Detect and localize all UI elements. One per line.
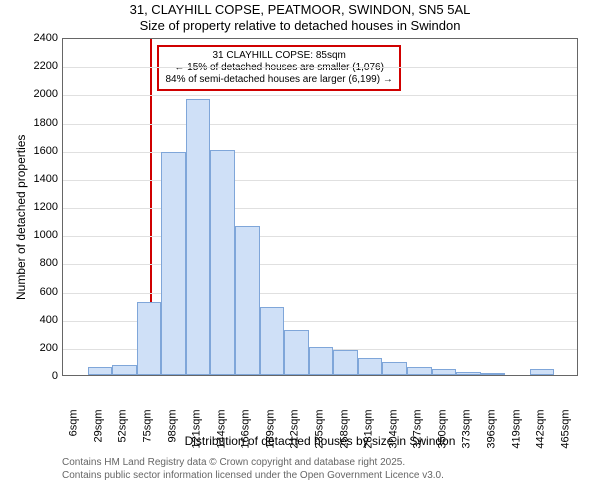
y-tick-label: 1800 (22, 118, 58, 129)
y-gridline (63, 180, 577, 181)
x-tick-label: 327sqm (413, 410, 424, 452)
histogram-bar (112, 365, 137, 375)
x-tick-label: 98sqm (167, 410, 178, 452)
y-tick-label: 1000 (22, 230, 58, 241)
histogram-bar (333, 350, 358, 375)
chart-plot-area: 31 CLAYHILL COPSE: 85sqm ← 15% of detach… (62, 38, 578, 376)
histogram-bar (210, 150, 235, 375)
y-tick-label: 2000 (22, 89, 58, 100)
x-tick-label: 373sqm (462, 410, 473, 452)
y-tick-label: 2400 (22, 33, 58, 44)
y-tick-label: 1400 (22, 174, 58, 185)
x-tick-label: 419sqm (511, 410, 522, 452)
histogram-bar (358, 358, 383, 375)
y-gridline (63, 152, 577, 153)
y-gridline (63, 95, 577, 96)
x-tick-label: 189sqm (265, 410, 276, 452)
histogram-bar (235, 226, 260, 375)
y-gridline (63, 293, 577, 294)
histogram-bar (530, 369, 555, 375)
y-tick-label: 0 (22, 371, 58, 382)
x-tick-label: 442sqm (536, 410, 547, 452)
x-tick-label: 212sqm (290, 410, 301, 452)
chart-container: 31, CLAYHILL COPSE, PEATMOOR, SWINDON, S… (0, 0, 600, 500)
histogram-bar (382, 362, 407, 375)
chart-footer: Contains HM Land Registry data © Crown c… (62, 456, 444, 482)
chart-title-line2: Size of property relative to detached ho… (0, 18, 600, 33)
y-tick-label: 2200 (22, 61, 58, 72)
y-tick-label: 1600 (22, 146, 58, 157)
y-gridline (63, 67, 577, 68)
y-tick-label: 800 (22, 258, 58, 269)
x-tick-label: 235sqm (315, 410, 326, 452)
x-tick-label: 281sqm (364, 410, 375, 452)
y-gridline (63, 124, 577, 125)
annotation-line3: 84% of semi-detached houses are larger (… (165, 74, 392, 86)
histogram-bar (284, 330, 309, 375)
histogram-bar (137, 302, 162, 375)
x-tick-label: 6sqm (69, 410, 80, 452)
x-tick-label: 166sqm (241, 410, 252, 452)
x-tick-label: 29sqm (93, 410, 104, 452)
histogram-bar (88, 367, 113, 375)
y-tick-label: 1200 (22, 202, 58, 213)
footer-line1: Contains HM Land Registry data © Crown c… (62, 456, 444, 469)
x-tick-label: 121sqm (192, 410, 203, 452)
annotation-line1: 31 CLAYHILL COPSE: 85sqm (165, 50, 392, 62)
histogram-bar (161, 152, 186, 375)
histogram-bar (456, 372, 481, 375)
footer-line2: Contains public sector information licen… (62, 469, 444, 482)
x-tick-label: 396sqm (487, 410, 498, 452)
y-axis-label: Number of detached properties (14, 135, 28, 300)
histogram-bar (309, 347, 334, 375)
y-tick-label: 400 (22, 315, 58, 326)
x-tick-label: 304sqm (388, 410, 399, 452)
y-gridline (63, 264, 577, 265)
x-tick-label: 52sqm (118, 410, 129, 452)
y-tick-label: 600 (22, 287, 58, 298)
y-gridline (63, 236, 577, 237)
x-tick-label: 350sqm (437, 410, 448, 452)
y-gridline (63, 208, 577, 209)
histogram-bar (407, 367, 432, 375)
y-tick-label: 200 (22, 343, 58, 354)
x-tick-label: 75sqm (143, 410, 154, 452)
histogram-bar (260, 307, 285, 375)
x-tick-label: 465sqm (560, 410, 571, 452)
x-tick-label: 258sqm (339, 410, 350, 452)
chart-title-line1: 31, CLAYHILL COPSE, PEATMOOR, SWINDON, S… (0, 2, 600, 17)
histogram-bar (481, 373, 506, 375)
histogram-bar (432, 369, 457, 375)
histogram-bar (186, 99, 211, 375)
x-tick-label: 144sqm (216, 410, 227, 452)
